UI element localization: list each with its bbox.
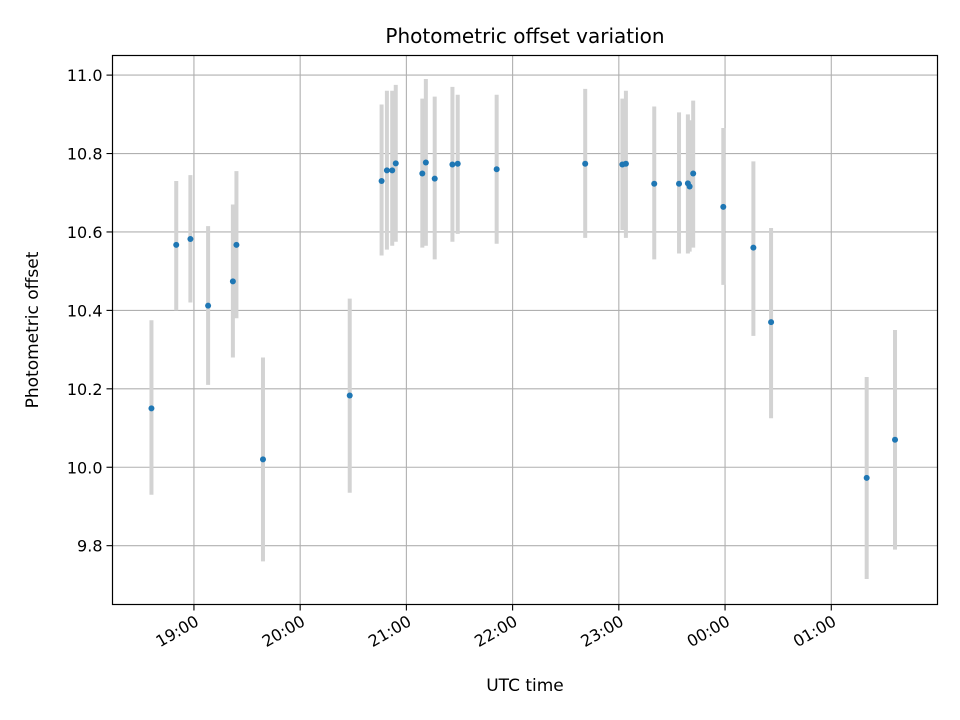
x-tick-label: 23:00 — [577, 612, 626, 652]
data-point — [383, 167, 390, 174]
data-point — [768, 319, 775, 326]
chart-title: Photometric offset variation — [385, 24, 664, 48]
y-tick-label: 10.6 — [67, 223, 103, 242]
data-point — [676, 180, 683, 187]
x-axis-ticks: 19:00 20:00 21:00 22:00 23:00 00:00 01:00 — [153, 604, 839, 652]
data-point — [419, 170, 426, 177]
data-point — [686, 183, 693, 190]
x-tick-label: 19:00 — [153, 612, 202, 652]
data-point — [422, 159, 429, 166]
x-tick-label: 20:00 — [259, 612, 308, 652]
data-point — [378, 177, 385, 184]
data-point — [389, 167, 396, 174]
data-point — [148, 405, 155, 412]
data-point — [454, 160, 461, 167]
x-tick-label: 21:00 — [365, 612, 414, 652]
x-axis-label: UTC time — [486, 676, 564, 696]
data-point — [750, 244, 757, 251]
x-tick-label: 01:00 — [790, 612, 839, 652]
data-point — [346, 392, 353, 399]
data-point — [622, 160, 629, 167]
y-tick-label: 10.4 — [67, 301, 103, 320]
data-point — [392, 160, 399, 167]
y-tick-label: 10.8 — [67, 145, 103, 164]
y-tick-label: 10.0 — [67, 458, 103, 477]
data-point — [863, 474, 870, 481]
data-point — [431, 175, 438, 182]
data-point — [493, 166, 500, 173]
data-point — [582, 160, 589, 167]
plot-frame — [111, 54, 939, 606]
data-point — [173, 241, 180, 248]
y-axis-label: Photometric offset — [23, 251, 43, 408]
point-layer — [148, 159, 899, 481]
data-point — [651, 180, 658, 187]
x-tick-label: 22:00 — [471, 612, 520, 652]
data-point — [187, 236, 194, 243]
y-tick-label: 9.8 — [77, 537, 102, 556]
data-point — [892, 436, 899, 443]
grid-layer — [112, 55, 938, 605]
data-point — [720, 203, 727, 210]
data-point — [690, 170, 697, 177]
x-tick-label: 00:00 — [684, 612, 733, 652]
data-point — [449, 161, 456, 168]
data-point — [233, 241, 240, 248]
y-tick-label: 10.2 — [67, 380, 103, 399]
data-point — [205, 302, 212, 309]
y-tick-label: 11.0 — [67, 66, 103, 85]
data-point — [229, 278, 236, 285]
data-point — [259, 456, 266, 463]
y-axis-ticks: 9.8 10.0 10.2 10.4 10.6 10.8 11.0 — [67, 66, 113, 556]
